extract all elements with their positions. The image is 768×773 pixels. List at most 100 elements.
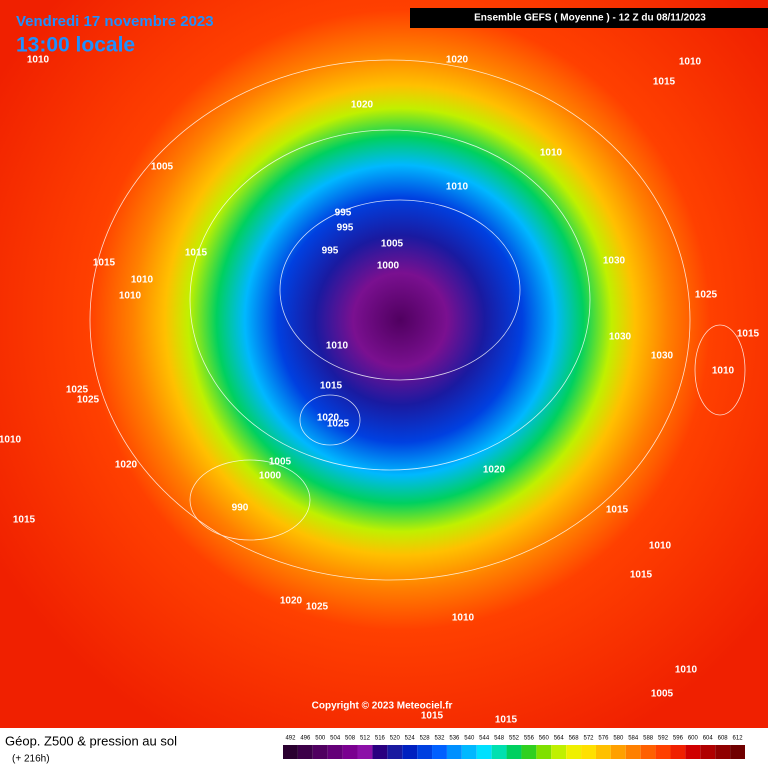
- scale-label: 612: [733, 736, 744, 742]
- scale-swatch: [297, 745, 313, 759]
- scale-swatch: [566, 745, 582, 759]
- isobar-label: 1025: [77, 395, 100, 406]
- isobar-label: 1005: [381, 239, 404, 250]
- header-box: [410, 8, 768, 28]
- scale-label: 508: [345, 736, 356, 742]
- isobar-label: 995: [335, 208, 352, 219]
- scale-label: 580: [613, 736, 624, 742]
- isobar-label: 1010: [712, 366, 735, 377]
- scale-label: 568: [569, 736, 580, 742]
- isobar-label: 1010: [452, 613, 475, 624]
- legend-lead: (+ 216h): [12, 754, 50, 765]
- scale-swatch: [610, 745, 626, 759]
- scale-label: 548: [494, 736, 505, 742]
- scale-label: 576: [598, 736, 609, 742]
- scale-label: 536: [449, 736, 460, 742]
- isobar-label: 1010: [326, 341, 349, 352]
- scale-swatch: [461, 745, 477, 759]
- scale-label: 492: [285, 736, 296, 742]
- model-run: Ensemble GEFS ( Moyenne ) - 12 Z du 08/1…: [474, 13, 706, 24]
- scale-swatch: [715, 745, 731, 759]
- scale-swatch: [327, 745, 343, 759]
- copyright: Copyright © 2023 Meteociel.fr: [312, 701, 453, 712]
- scale-swatch: [700, 745, 716, 759]
- scale-label: 500: [315, 736, 326, 742]
- scale-label: 588: [643, 736, 654, 742]
- isobar-label: 1015: [630, 570, 653, 581]
- isobar-label: 1015: [421, 711, 444, 722]
- isobar-label: 1010: [0, 435, 22, 446]
- scale-swatch: [640, 745, 656, 759]
- scale-label: 600: [688, 736, 699, 742]
- isobar-label: 1000: [259, 471, 282, 482]
- isobar-label: 1025: [306, 602, 329, 613]
- scale-swatch: [536, 745, 552, 759]
- scale-swatch: [551, 745, 567, 759]
- isobar-label: 1010: [679, 57, 702, 68]
- scale-swatch: [521, 745, 537, 759]
- isobar-label: 1025: [66, 385, 89, 396]
- isobar-label: 1020: [115, 460, 138, 471]
- isobar-label: 1005: [151, 162, 174, 173]
- isobar-label: 1015: [320, 381, 343, 392]
- scale-swatch: [730, 745, 745, 759]
- scale-swatch: [655, 745, 671, 759]
- scale-swatch: [491, 745, 507, 759]
- isobar-label: 1020: [280, 596, 303, 607]
- isobar-label: 1005: [269, 457, 292, 468]
- isobar-label: 1015: [653, 77, 676, 88]
- isobar-label: 1020: [483, 465, 506, 476]
- isobar-label: 1030: [603, 256, 626, 267]
- isobar-label: 1015: [737, 329, 760, 340]
- isobar-label: 1020: [317, 413, 340, 424]
- scale-label: 520: [390, 736, 401, 742]
- scale-swatch: [402, 745, 418, 759]
- isobar-label: 1015: [495, 715, 518, 726]
- map-field: [0, 0, 768, 728]
- isobar-label: 1025: [327, 419, 350, 430]
- scale-swatch: [312, 745, 328, 759]
- scale-swatch: [506, 745, 522, 759]
- scale-swatch: [387, 745, 403, 759]
- scale-label: 572: [584, 736, 595, 742]
- isobar-label: 1010: [540, 148, 563, 159]
- isobar-label: 1030: [609, 332, 632, 343]
- scale-label: 608: [718, 736, 729, 742]
- scale-label: 560: [539, 736, 550, 742]
- isobar-label: 995: [322, 246, 339, 257]
- isobar-label: 1010: [119, 291, 142, 302]
- isobar-label: 1010: [649, 541, 672, 552]
- isobar-label: 1025: [695, 290, 718, 301]
- isobar-label: 1010: [446, 182, 469, 193]
- scale-swatch: [446, 745, 462, 759]
- scale-swatch: [625, 745, 641, 759]
- scale-label: 540: [464, 736, 475, 742]
- scale-label: 584: [628, 736, 639, 742]
- scale-label: 596: [673, 736, 684, 742]
- isobar-label: 1015: [606, 505, 629, 516]
- scale-label: 524: [405, 736, 416, 742]
- isobar-label: 1020: [446, 55, 469, 66]
- isobar-label: 1030: [651, 351, 674, 362]
- isobar-label: 1000: [377, 261, 400, 272]
- scale-label: 516: [375, 736, 386, 742]
- scale-label: 504: [330, 736, 341, 742]
- isobars: [89, 59, 746, 581]
- scale-label: 552: [509, 736, 520, 742]
- isobar-label: 1010: [27, 55, 50, 66]
- isobar-label: 1010: [131, 275, 154, 286]
- isobar-label: 1015: [93, 258, 116, 269]
- scale-swatch: [581, 745, 596, 759]
- isobar-label: 995: [337, 223, 354, 234]
- scale-label: 556: [524, 736, 535, 742]
- scale-swatch: [372, 745, 388, 759]
- isobar-label: 990: [232, 503, 249, 514]
- scale-label: 528: [420, 736, 431, 742]
- scale-label: 564: [554, 736, 565, 742]
- isobar-label: 1020: [351, 100, 374, 111]
- scale-swatch: [283, 745, 298, 759]
- isobar-label: 1005: [651, 689, 674, 700]
- legend-title: Géop. Z500 & pression au sol: [5, 733, 177, 748]
- scale-swatch: [432, 745, 447, 759]
- scale-swatch: [685, 745, 701, 759]
